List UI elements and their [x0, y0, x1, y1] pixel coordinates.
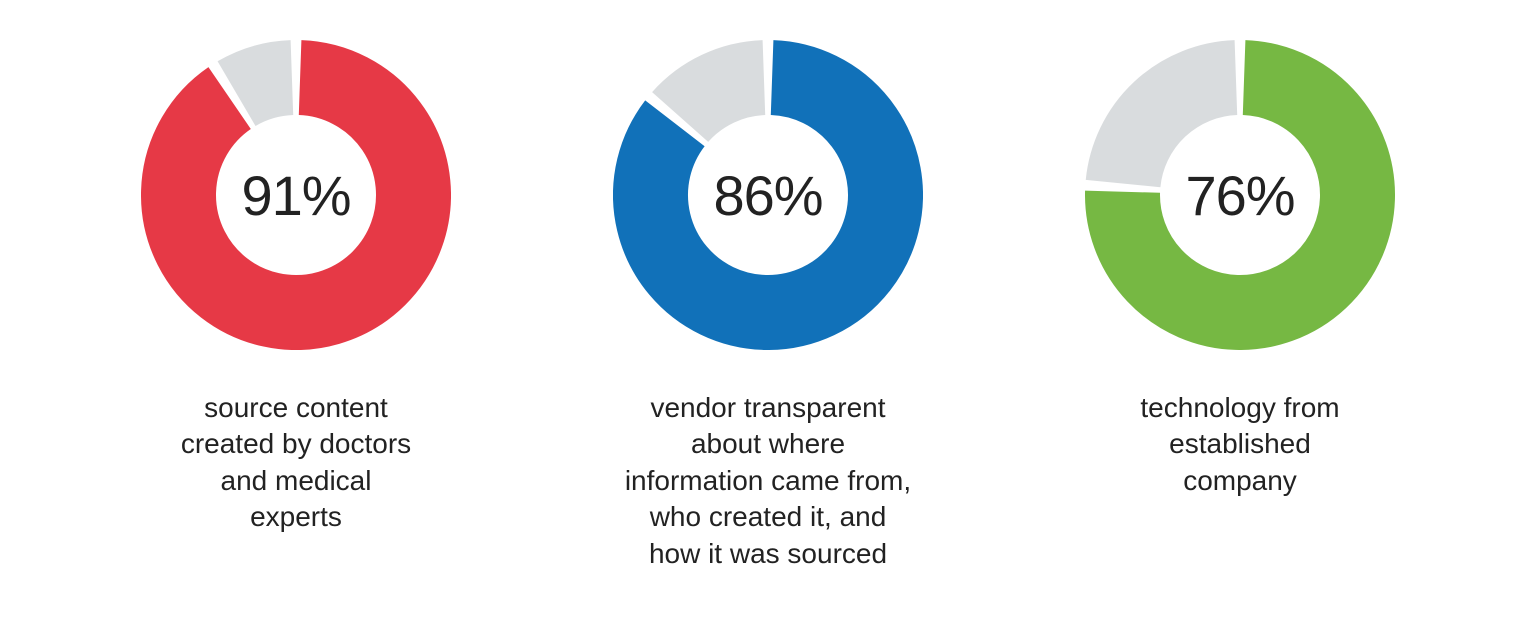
donut-caption-2: technology from established company	[1140, 390, 1339, 499]
donut-card-0: 91% source content created by doctors an…	[86, 40, 506, 536]
donut-center-label-2: 76%	[1085, 40, 1395, 350]
donut-chart-0: 91%	[141, 40, 451, 350]
donut-caption-0: source content created by doctors and me…	[181, 390, 411, 536]
donut-caption-1: vendor transparent about where informati…	[625, 390, 911, 572]
donut-chart-1: 86%	[613, 40, 923, 350]
donut-card-1: 86% vendor transparent about where infor…	[558, 40, 978, 572]
donut-center-label-1: 86%	[613, 40, 923, 350]
donut-card-2: 76% technology from established company	[1030, 40, 1450, 499]
donut-chart-2: 76%	[1085, 40, 1395, 350]
donut-center-label-0: 91%	[141, 40, 451, 350]
donut-row: 91% source content created by doctors an…	[0, 0, 1536, 639]
